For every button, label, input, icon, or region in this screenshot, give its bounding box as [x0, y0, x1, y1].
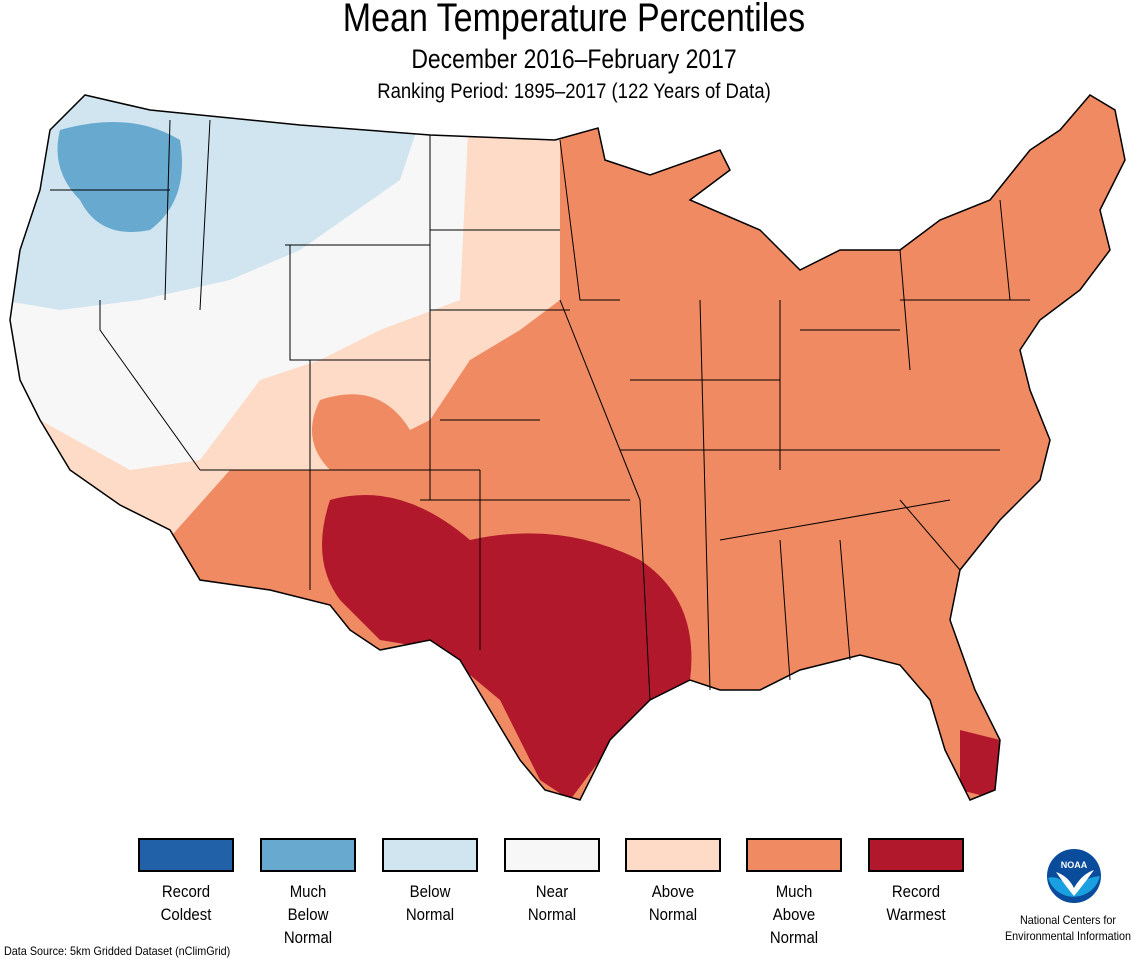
- legend-swatch: [382, 838, 478, 872]
- ncei-credit: National Centers for Environmental Infor…: [1004, 913, 1132, 943]
- legend-label: Record Coldest: [160, 882, 212, 924]
- noaa-logo: NOAA: [1047, 849, 1101, 903]
- data-source: Data Source: 5km Gridded Dataset (nClimG…: [4, 944, 231, 958]
- legend-label: Below Normal: [405, 882, 455, 924]
- legend-label: Above Normal: [648, 882, 698, 924]
- ranking-period: Ranking Period: 1895–2017 (122 Years of …: [377, 80, 771, 103]
- much-above-normal-region: [312, 394, 410, 470]
- legend-label: Near Normal: [527, 882, 577, 924]
- record-warmest-region: [322, 495, 692, 800]
- legend-record-warmest: Record Warmest: [868, 838, 964, 926]
- legend-much-below-normal: Much Below Normal: [260, 838, 356, 949]
- legend-label: Much Above Normal: [769, 882, 819, 947]
- map-title: Mean Temperature Percentiles: [342, 0, 806, 40]
- legend-label: Record Warmest: [886, 882, 946, 924]
- map-subtitle: December 2016–February 2017: [411, 44, 737, 74]
- legend-near-normal: Near Normal: [504, 838, 600, 926]
- legend-below-normal: Below Normal: [382, 838, 478, 926]
- legend-much-above-normal: Much Above Normal: [746, 838, 842, 949]
- legend-record-coldest: Record Coldest: [138, 838, 234, 926]
- legend-above-normal: Above Normal: [625, 838, 721, 926]
- much-below-normal-region: [57, 122, 182, 232]
- legend-label: Much Below Normal: [283, 882, 333, 947]
- legend-swatch: [260, 838, 356, 872]
- svg-text:NOAA: NOAA: [1061, 860, 1088, 870]
- legend-swatch: [625, 838, 721, 872]
- legend-swatch: [138, 838, 234, 872]
- us-temperature-map: [9, 94, 1126, 801]
- legend-swatch: [504, 838, 600, 872]
- legend-swatch: [868, 838, 964, 872]
- legend-swatch: [746, 838, 842, 872]
- record-warmest-florida: [960, 730, 1000, 800]
- state-borders: [50, 119, 1030, 701]
